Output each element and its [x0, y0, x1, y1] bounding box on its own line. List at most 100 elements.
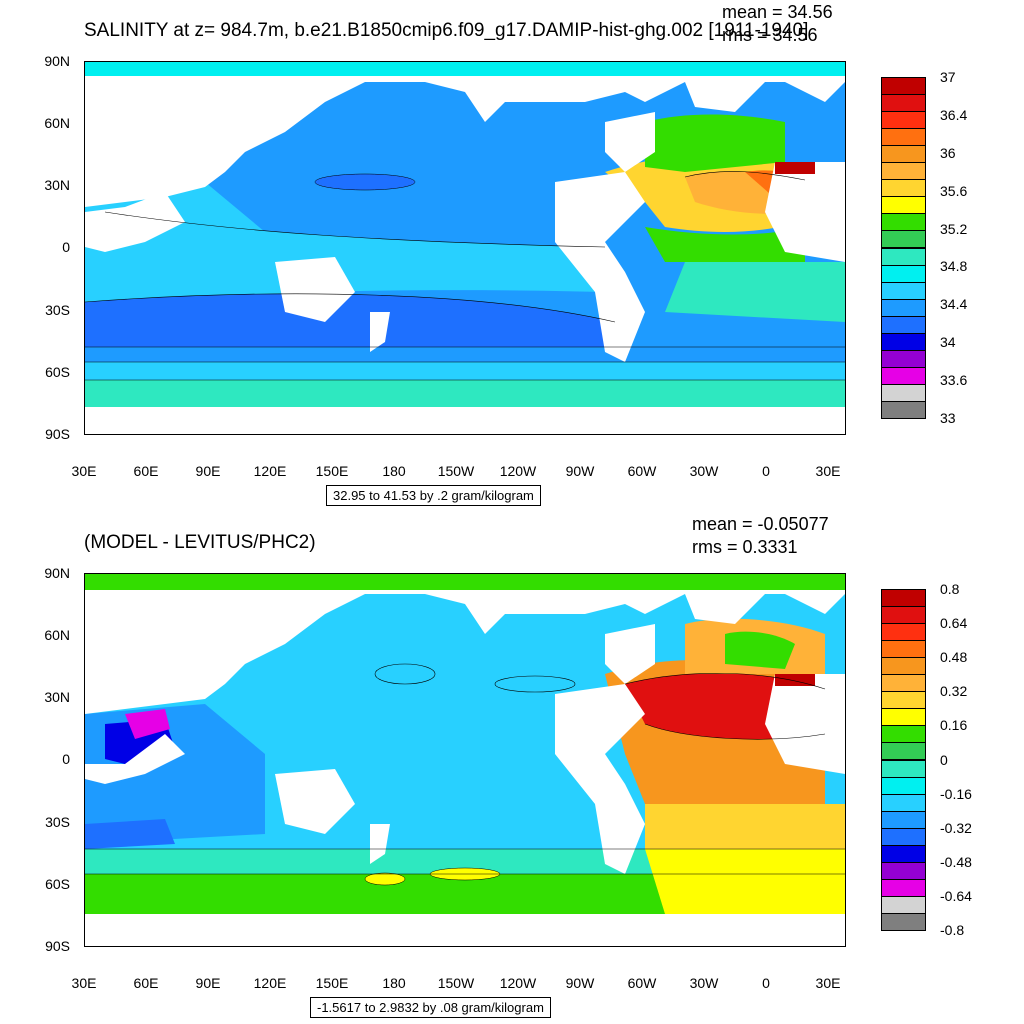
lon-label: 30E [71, 463, 97, 479]
colorbar-label: -0.16 [940, 785, 972, 802]
tropical-atlantic-green [645, 227, 805, 262]
africa-east [85, 734, 185, 784]
lat-label-30n: 30N [44, 177, 70, 193]
colorbar-segment [881, 827, 926, 846]
colorbar-segment [881, 94, 926, 113]
colorbar-segment [881, 298, 926, 317]
colorbar-segment [881, 247, 926, 266]
colorbar-segment [881, 657, 926, 676]
lon-label: 60E [133, 975, 159, 991]
southern-band-dark [85, 293, 615, 362]
lon-label: 30E [71, 975, 97, 991]
southern-ring-2 [85, 874, 845, 914]
colorbar-segment [881, 793, 926, 812]
lon-label: 180 [382, 975, 406, 991]
lon-label: 60W [627, 463, 657, 479]
lon-label: 60W [627, 975, 657, 991]
colorbar-label: 0.48 [940, 649, 968, 666]
colorbar-label: 0.32 [940, 683, 968, 700]
southern-ring-2 [85, 362, 845, 380]
south-america-central-america [555, 684, 645, 874]
greenland [685, 82, 765, 112]
colorbar-segment [881, 776, 926, 795]
red-sea-patch [125, 709, 170, 739]
lon-label: 30E [815, 975, 841, 991]
north-pacific-fresh-patch [314, 173, 416, 191]
colorbar-label: 36.4 [940, 106, 968, 123]
rms-stat: rms = 0.3331 [692, 537, 798, 557]
colorbar-segment [881, 878, 926, 897]
lon-label: 30E [815, 463, 841, 479]
lon-label: 30W [689, 463, 719, 479]
africa-europe [765, 162, 845, 262]
colorbar-segment [881, 861, 926, 880]
lon-label: 150W [437, 463, 475, 479]
colorbar-segment [881, 162, 926, 181]
colorbar-segment [881, 315, 926, 334]
southern-atlantic-yellow [645, 849, 845, 914]
eurasia-america-north [85, 76, 845, 207]
colorbar-label: 36 [940, 144, 956, 161]
colorbar-label: 0.8 [940, 581, 960, 597]
colorbar-label: 34 [940, 334, 956, 351]
lat-label-90s: 90S [45, 938, 70, 954]
colorbar-segment [881, 77, 926, 96]
lat-label-60n: 60N [44, 115, 70, 131]
lon-label: 180 [382, 463, 406, 479]
lat-label-90n: 90N [44, 53, 70, 69]
colorbar-segment [881, 725, 926, 744]
colorbar [881, 77, 926, 419]
colorbar-segment [881, 691, 926, 710]
south-atlantic-yellow [645, 804, 845, 849]
colorbar-segment [881, 674, 926, 693]
colorbar-segment [881, 281, 926, 300]
land-masses [85, 590, 845, 946]
australia [275, 769, 355, 834]
colorbar-segment [881, 640, 926, 659]
colorbar-segment [881, 912, 926, 931]
colorbar-segment [881, 213, 926, 232]
eurasia-america-north [85, 590, 845, 714]
lat-label-90s: 90S [45, 426, 70, 442]
lat-label-30n: 30N [44, 689, 70, 705]
colorbar-segment [881, 332, 926, 351]
colorbar-label: 0 [940, 751, 948, 768]
colorbar-segment [881, 759, 926, 778]
north-america-east [605, 112, 655, 172]
difference-map-panel: (MODEL - LEVITUS/PHC2) mean = -0.05077 r… [0, 512, 1024, 1024]
map-title: SALINITY at z= 984.7m, b.e21.B1850cmip6.… [84, 20, 809, 41]
lon-label: 150E [315, 975, 349, 991]
lon-label: 30W [689, 975, 719, 991]
colorbar-label: -0.32 [940, 819, 972, 836]
africa-east [85, 192, 185, 252]
colorbar-label: 34.8 [940, 258, 968, 275]
colorbar-label: -0.48 [940, 853, 972, 870]
rms-stat: rms = 34.56 [722, 25, 818, 45]
colorbar-label: 35.2 [940, 220, 968, 237]
colorbar-label: 0.16 [940, 717, 968, 734]
lon-label: 90W [565, 975, 595, 991]
antarctica [85, 407, 845, 434]
colorbar-segment [881, 111, 926, 130]
lat-label-60n: 60N [44, 627, 70, 643]
arctic-band [85, 574, 845, 590]
lat-label-30s: 30S [45, 814, 70, 830]
colorbar-segment [881, 895, 926, 914]
contour-lines [85, 171, 845, 381]
colorbar-segment [881, 400, 926, 419]
colorbar-label: -0.8 [940, 922, 965, 938]
south-america-central-america [555, 172, 645, 362]
lon-label: 120E [253, 975, 287, 991]
southern-ring-3 [85, 380, 845, 407]
colorbar-label: 34.4 [940, 296, 968, 313]
colorbar-segment [881, 606, 926, 625]
north-atlantic-green-patch [725, 631, 795, 669]
colorbar-segment [881, 264, 926, 283]
colorbar-segment [881, 810, 926, 829]
arctic-band [85, 62, 845, 76]
colorbar-label: 37 [940, 69, 956, 85]
new-zealand [370, 824, 390, 864]
lon-label: 120W [499, 463, 537, 479]
new-zealand [370, 312, 390, 352]
lon-label: 0 [762, 975, 770, 991]
